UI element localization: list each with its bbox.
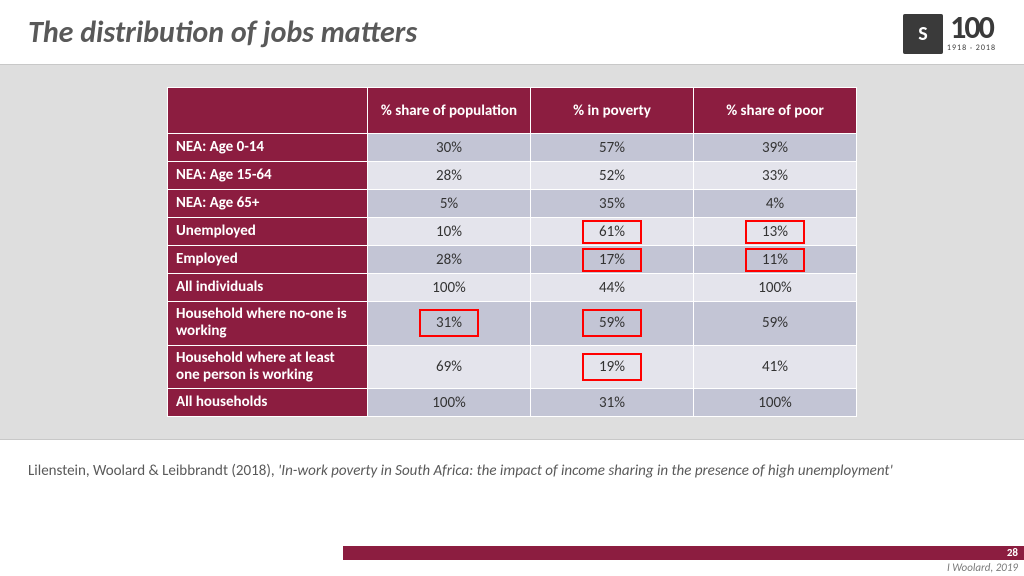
col-header: % in poverty [531, 88, 694, 134]
table-corner [168, 88, 368, 134]
row-label: Unemployed [168, 218, 368, 246]
slide-footer: 28 I Woolard, 2019 [0, 546, 1024, 576]
table-cell: 28% [368, 162, 531, 190]
table-cell: 41% [694, 345, 857, 389]
row-label: Employed [168, 246, 368, 274]
table-row: Household where no-one is working31%59%5… [168, 302, 857, 346]
logo-text: 100 1918 · 2018 [947, 14, 996, 53]
table-row: NEA: Age 15-6428%52%33% [168, 162, 857, 190]
table-cell: 69% [368, 345, 531, 389]
table-row: All individuals100%44%100% [168, 274, 857, 302]
logo: S 100 1918 · 2018 [903, 14, 996, 54]
highlight-box [582, 309, 642, 337]
table-row: Household where at least one person is w… [168, 345, 857, 389]
logo-mark-icon: S [903, 14, 943, 54]
table-cell: 28% [368, 246, 531, 274]
table-row: Unemployed10%61%13% [168, 218, 857, 246]
row-label: NEA: Age 65+ [168, 190, 368, 218]
row-label: All households [168, 389, 368, 417]
table-cell: 100% [368, 389, 531, 417]
table-cell: 57% [531, 134, 694, 162]
table-row: Employed28%17%11% [168, 246, 857, 274]
highlight-box [582, 248, 642, 272]
table-cell: 19% [531, 345, 694, 389]
table-row: All households100%31%100% [168, 389, 857, 417]
table-cell: 100% [694, 274, 857, 302]
data-table: % share of population % in poverty % sha… [167, 87, 857, 417]
footer-bar: 28 [0, 546, 1024, 560]
highlight-box [582, 220, 642, 244]
col-header: % share of poor [694, 88, 857, 134]
slide-title: The distribution of jobs matters [28, 14, 417, 51]
highlight-box [745, 248, 805, 272]
table-cell: 100% [368, 274, 531, 302]
table-cell: 31% [531, 389, 694, 417]
logo-years: 1918 · 2018 [947, 43, 996, 53]
highlight-box [582, 353, 642, 381]
table-cell: 5% [368, 190, 531, 218]
table-cell: 13% [694, 218, 857, 246]
row-label: NEA: Age 0-14 [168, 134, 368, 162]
page-number: 28 [1007, 546, 1018, 560]
table-cell: 39% [694, 134, 857, 162]
citation: Lilenstein, Woolard & Leibbrandt (2018),… [0, 440, 1024, 487]
col-header: % share of population [368, 88, 531, 134]
table-cell: 61% [531, 218, 694, 246]
table-cell: 17% [531, 246, 694, 274]
table-cell: 4% [694, 190, 857, 218]
footer-credit: I Woolard, 2019 [0, 560, 1024, 576]
table-header-row: % share of population % in poverty % sha… [168, 88, 857, 134]
table-cell: 31% [368, 302, 531, 346]
table-cell: 59% [531, 302, 694, 346]
row-label: All individuals [168, 274, 368, 302]
highlight-box [419, 309, 479, 337]
row-label: Household where at least one person is w… [168, 345, 368, 389]
logo-number: 100 [950, 14, 993, 43]
row-label: Household where no-one is working [168, 302, 368, 346]
slide-header: The distribution of jobs matters S 100 1… [0, 0, 1024, 64]
table-cell: 52% [531, 162, 694, 190]
highlight-box [745, 220, 805, 244]
table-container: % share of population % in poverty % sha… [0, 64, 1024, 440]
citation-lead: Lilenstein, Woolard & Leibbrandt (2018), [28, 462, 278, 480]
table-cell: 59% [694, 302, 857, 346]
table-row: NEA: Age 65+5%35%4% [168, 190, 857, 218]
table-cell: 100% [694, 389, 857, 417]
table-cell: 11% [694, 246, 857, 274]
table-cell: 44% [531, 274, 694, 302]
table-cell: 33% [694, 162, 857, 190]
row-label: NEA: Age 15-64 [168, 162, 368, 190]
citation-title: 'In-work poverty in South Africa: the im… [278, 462, 893, 480]
table-cell: 10% [368, 218, 531, 246]
table-cell: 30% [368, 134, 531, 162]
table-cell: 35% [531, 190, 694, 218]
table-row: NEA: Age 0-1430%57%39% [168, 134, 857, 162]
